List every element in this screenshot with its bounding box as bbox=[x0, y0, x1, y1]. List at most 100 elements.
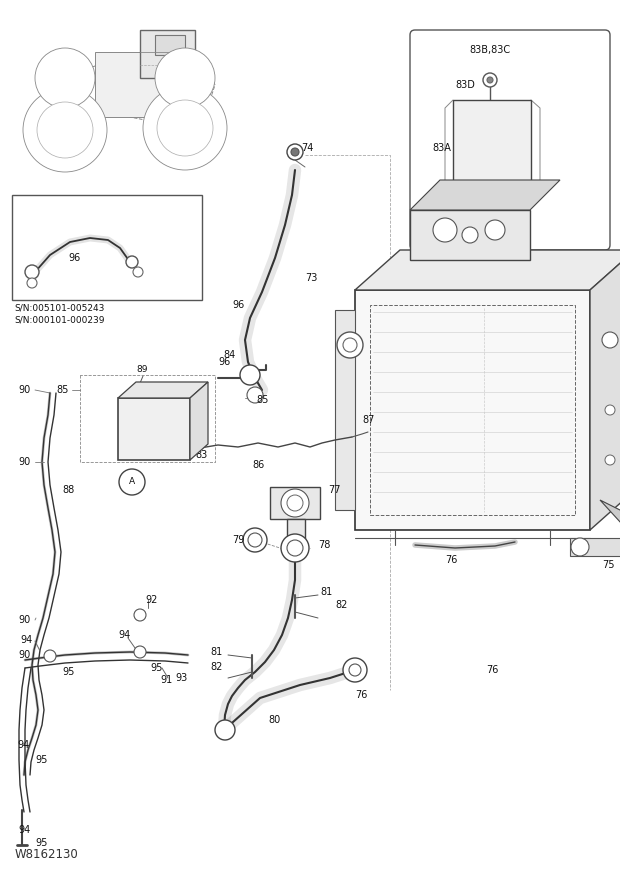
Circle shape bbox=[605, 405, 615, 415]
Circle shape bbox=[25, 265, 39, 279]
Circle shape bbox=[483, 73, 497, 87]
Text: 87: 87 bbox=[195, 405, 207, 415]
Circle shape bbox=[243, 528, 267, 552]
Circle shape bbox=[349, 664, 361, 676]
Text: 92: 92 bbox=[145, 595, 157, 605]
Text: 83D: 83D bbox=[455, 80, 475, 90]
Circle shape bbox=[155, 48, 215, 108]
Text: 74: 74 bbox=[301, 143, 313, 153]
Text: 76: 76 bbox=[355, 690, 368, 700]
Text: A: A bbox=[129, 478, 135, 486]
Text: 80: 80 bbox=[268, 715, 280, 725]
Text: 85: 85 bbox=[56, 385, 68, 395]
Text: 83B,83C: 83B,83C bbox=[469, 45, 510, 55]
Text: 78: 78 bbox=[318, 540, 330, 550]
Bar bbox=[118, 398, 190, 460]
Circle shape bbox=[119, 469, 145, 495]
Text: 94: 94 bbox=[20, 635, 32, 645]
Text: 82: 82 bbox=[335, 600, 347, 610]
Text: 90: 90 bbox=[18, 615, 30, 625]
Bar bbox=[570, 538, 620, 556]
Circle shape bbox=[23, 88, 107, 172]
Bar bbox=[12, 195, 202, 300]
Circle shape bbox=[287, 540, 303, 556]
Text: 90: 90 bbox=[18, 457, 30, 467]
Circle shape bbox=[240, 365, 260, 385]
Text: 90: 90 bbox=[18, 385, 30, 395]
Circle shape bbox=[281, 489, 309, 517]
Circle shape bbox=[281, 534, 309, 562]
Circle shape bbox=[485, 220, 505, 240]
Text: 76: 76 bbox=[486, 665, 498, 675]
Text: 96: 96 bbox=[68, 253, 80, 263]
Polygon shape bbox=[190, 382, 208, 460]
Text: 83A: 83A bbox=[432, 143, 451, 153]
Polygon shape bbox=[590, 250, 620, 530]
Circle shape bbox=[134, 609, 146, 621]
Circle shape bbox=[605, 455, 615, 465]
Text: 87: 87 bbox=[362, 415, 374, 425]
Circle shape bbox=[602, 332, 618, 348]
Text: 96: 96 bbox=[232, 300, 244, 310]
Text: 88: 88 bbox=[62, 485, 74, 495]
Text: 89: 89 bbox=[136, 366, 148, 375]
Circle shape bbox=[248, 533, 262, 547]
Text: 93: 93 bbox=[175, 673, 187, 683]
Text: 95: 95 bbox=[150, 663, 162, 673]
Circle shape bbox=[215, 720, 235, 740]
Bar bbox=[95, 52, 190, 117]
Text: W8162130: W8162130 bbox=[15, 849, 79, 862]
Polygon shape bbox=[355, 250, 620, 290]
Text: S/N:000101-000239: S/N:000101-000239 bbox=[14, 315, 105, 325]
Bar bbox=[370, 305, 575, 515]
Bar bbox=[335, 310, 355, 510]
Text: 79: 79 bbox=[232, 535, 244, 545]
Text: 81: 81 bbox=[320, 587, 332, 597]
Text: 94: 94 bbox=[17, 740, 29, 750]
Circle shape bbox=[126, 256, 138, 268]
Text: 96: 96 bbox=[218, 357, 230, 367]
Text: 90: 90 bbox=[18, 650, 30, 660]
Circle shape bbox=[343, 338, 357, 352]
Text: 76: 76 bbox=[445, 555, 458, 565]
Text: 95: 95 bbox=[62, 667, 74, 677]
Text: S/N:005101-005243: S/N:005101-005243 bbox=[14, 304, 104, 313]
Text: 75: 75 bbox=[602, 560, 614, 570]
Circle shape bbox=[44, 650, 56, 662]
Bar bbox=[287, 519, 305, 544]
Text: 91: 91 bbox=[160, 675, 172, 685]
Circle shape bbox=[487, 77, 493, 83]
Polygon shape bbox=[410, 180, 560, 210]
Circle shape bbox=[35, 48, 95, 108]
Text: 82: 82 bbox=[210, 662, 223, 672]
Circle shape bbox=[343, 658, 367, 682]
Bar bbox=[410, 210, 530, 260]
Polygon shape bbox=[600, 500, 620, 535]
Bar bbox=[155, 35, 185, 55]
Circle shape bbox=[287, 495, 303, 511]
Text: 81: 81 bbox=[210, 647, 222, 657]
Circle shape bbox=[291, 148, 299, 156]
Bar bbox=[270, 487, 320, 519]
Circle shape bbox=[37, 102, 93, 158]
Text: 95: 95 bbox=[35, 838, 47, 848]
Text: 77: 77 bbox=[328, 485, 340, 495]
Text: 83: 83 bbox=[195, 450, 207, 460]
Circle shape bbox=[27, 278, 37, 288]
Circle shape bbox=[287, 144, 303, 160]
Bar bbox=[355, 290, 590, 530]
Circle shape bbox=[433, 218, 457, 242]
Text: 84: 84 bbox=[223, 350, 235, 360]
Circle shape bbox=[143, 86, 227, 170]
Text: 94: 94 bbox=[118, 630, 130, 640]
Text: 73: 73 bbox=[305, 273, 317, 283]
Polygon shape bbox=[118, 382, 208, 398]
Text: 94: 94 bbox=[18, 825, 30, 835]
FancyBboxPatch shape bbox=[410, 30, 610, 250]
Circle shape bbox=[337, 332, 363, 358]
Circle shape bbox=[134, 646, 146, 658]
Text: A: A bbox=[487, 223, 494, 233]
Bar bbox=[453, 100, 531, 190]
Circle shape bbox=[157, 100, 213, 156]
Circle shape bbox=[133, 267, 143, 277]
